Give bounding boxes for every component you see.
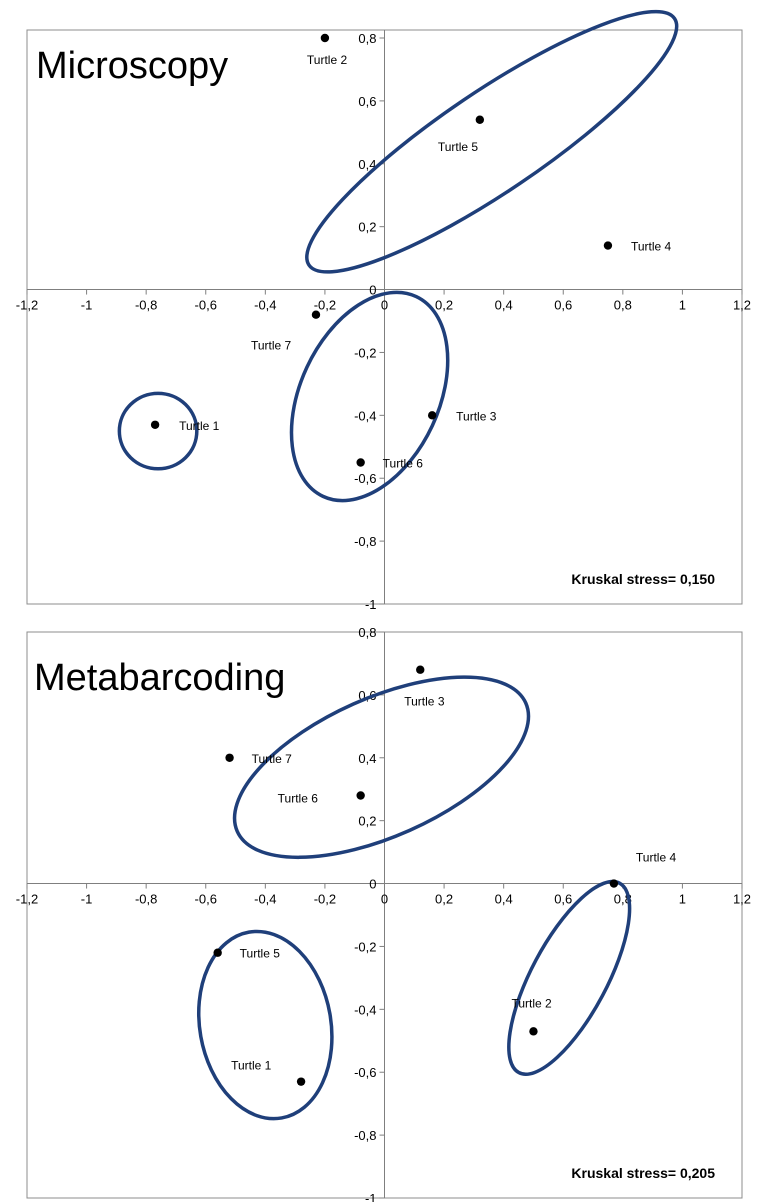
x-tick-label: -0,2 [314, 892, 336, 907]
x-tick-label: 0 [381, 892, 388, 907]
data-point [603, 241, 613, 250]
panel-2: -1,2 -1 -0,8 -0,6 -0,4 -0,2 0 0,2 0,4 0,6 0,8 1 1,2 -… [16, 625, 751, 1202]
y-tick-label: 0,8 [358, 31, 376, 46]
y-tick-label: -0,8 [354, 534, 376, 549]
data-point [296, 1077, 306, 1086]
data-point [311, 310, 321, 319]
point-label: Turtle 6 [383, 457, 424, 471]
data-point [427, 411, 437, 420]
cluster-ellipse-1 [305, 9, 679, 274]
point-label: Turtle 4 [636, 851, 677, 865]
cluster-ellipse-3 [196, 929, 334, 1121]
x-tick-label: -1 [81, 892, 93, 907]
point-label: Turtle 3 [404, 695, 445, 709]
x-tick-label: 0,2 [435, 892, 453, 907]
point-label: Turtle 3 [456, 409, 497, 423]
x-tick-label: 1,2 [733, 298, 751, 313]
y-tick-label: 0,2 [358, 814, 376, 829]
data-point [416, 665, 425, 674]
point-label: Turtle 2 [307, 53, 348, 67]
y-tick-label: 0,8 [358, 625, 376, 640]
x-tick-label: 0,6 [554, 298, 572, 313]
data-point [213, 948, 222, 957]
x-tick-label: 0 [381, 298, 388, 313]
cluster-ellipse-3 [117, 391, 199, 471]
x-tick-label: -0,4 [254, 892, 276, 907]
x-tick-label: -1,2 [16, 298, 38, 313]
data-point [529, 1027, 538, 1036]
y-tick-label: 0,4 [358, 751, 376, 766]
x-tick-label: -0,2 [314, 298, 336, 313]
point-label: Turtle 5 [240, 947, 281, 961]
x-tick-label: 0,2 [435, 298, 453, 313]
x-tick-label: -1 [81, 298, 93, 313]
point-label: Turtle 7 [252, 752, 293, 766]
cluster-ellipse-2 [507, 879, 632, 1076]
y-tick-label: 0 [369, 283, 376, 298]
data-point [356, 458, 365, 467]
y-tick-label: -0,2 [354, 345, 376, 360]
y-tick-label: -0,4 [354, 408, 376, 423]
point-label: Turtle 2 [511, 996, 552, 1010]
x-tick-label: 0,8 [614, 298, 632, 313]
kruskal-stress-label: Kruskal stress= 0,150 [571, 571, 715, 587]
y-tick-label: -0,4 [354, 1002, 376, 1017]
y-tick-label: 0 [369, 877, 376, 892]
x-tick-label: 0,4 [495, 298, 513, 313]
y-tick-label: -0,6 [354, 1065, 376, 1080]
x-tick-label: 1,2 [733, 892, 751, 907]
x-tick-label: -0,6 [195, 298, 217, 313]
data-point [475, 115, 485, 124]
panel-1: -1,2 -1 -0,8 -0,6 -0,4 -0,2 0 0,2 0,4 0,6 0,8 1 1,2 -… [16, 9, 751, 612]
point-label: Turtle 1 [179, 419, 220, 433]
data-point [356, 791, 365, 800]
x-tick-label: -0,8 [135, 892, 157, 907]
x-tick-label: -0,4 [254, 298, 276, 313]
y-tick-label: -0,8 [354, 1128, 376, 1143]
x-tick-label: -1,2 [16, 892, 38, 907]
y-tick-label: -0,6 [354, 471, 376, 486]
panel-title: Microscopy [36, 45, 228, 87]
point-label: Turtle 7 [251, 339, 292, 353]
point-label: Turtle 5 [438, 140, 479, 154]
x-tick-label: -0,6 [195, 892, 217, 907]
y-tick-label: 0,6 [358, 94, 376, 109]
x-tick-label: -0,8 [135, 298, 157, 313]
point-label: Turtle 1 [231, 1059, 272, 1073]
cluster-ellipse-2 [289, 290, 450, 503]
x-tick-label: 1 [679, 298, 686, 313]
x-tick-label: 0,4 [495, 892, 513, 907]
y-tick-label: -1 [365, 1191, 377, 1202]
data-point [150, 420, 160, 429]
data-point [609, 879, 619, 888]
y-tick-label: -1 [365, 597, 377, 612]
x-tick-label: 0,6 [554, 892, 572, 907]
panel-title: Metabarcoding [34, 657, 285, 699]
kruskal-stress-label: Kruskal stress= 0,205 [571, 1165, 715, 1181]
y-tick-label: 0,4 [358, 157, 376, 172]
x-tick-label: 1 [679, 892, 686, 907]
y-tick-label: -0,2 [354, 939, 376, 954]
cluster-ellipse-1 [232, 675, 531, 860]
data-point [225, 753, 234, 762]
data-point [320, 33, 330, 43]
y-tick-label: 0,2 [358, 220, 376, 235]
point-label: Turtle 6 [278, 792, 319, 806]
point-label: Turtle 4 [631, 240, 672, 254]
